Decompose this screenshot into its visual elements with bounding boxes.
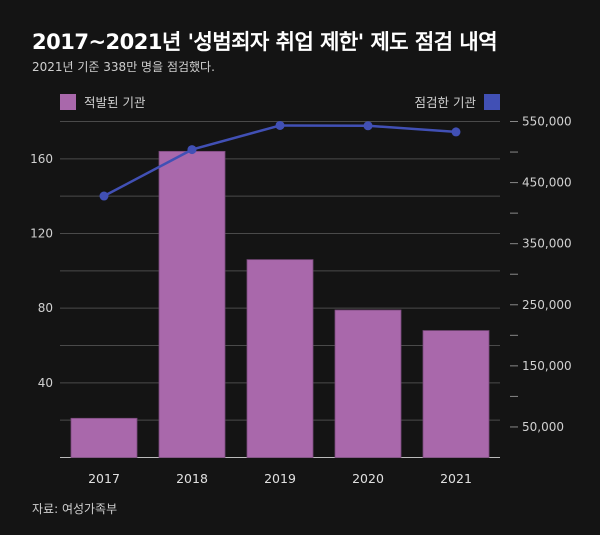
bar-2019 <box>246 259 314 458</box>
right-tick-label: 50,000 <box>522 420 564 434</box>
line-point-2021 <box>451 127 461 137</box>
bar-2018 <box>158 150 226 458</box>
line-series <box>103 124 457 198</box>
legend-label-line: 점검한 기관 <box>415 95 477 110</box>
left-tick-label: 160 <box>30 152 53 166</box>
chart-subtitle: 2021년 기준 338만 명을 점검했다. <box>32 60 215 74</box>
line-point-2018 <box>187 145 197 155</box>
x-tick-label: 2019 <box>264 471 296 486</box>
bar-2021 <box>422 330 490 458</box>
left-tick-label: 40 <box>38 376 53 390</box>
chart-title: 2017~2021년 '성범죄자 취업 제한' 제도 점검 내역 <box>32 30 498 54</box>
right-tick-label: 250,000 <box>522 298 572 312</box>
left-tick-label: 120 <box>30 227 53 241</box>
bar-2017 <box>70 417 138 458</box>
right-tick-label: 450,000 <box>522 176 572 190</box>
x-tick-label: 2020 <box>352 471 384 486</box>
legend-label-bar: 적발된 기관 <box>84 95 146 110</box>
line-point-2019 <box>275 120 285 130</box>
right-tick-label: 550,000 <box>522 115 572 129</box>
source-note: 자료: 여성가족부 <box>32 502 118 516</box>
right-tick-label: 150,000 <box>522 359 572 373</box>
x-tick-label: 2021 <box>440 471 472 486</box>
right-tick-label: 350,000 <box>522 237 572 251</box>
line-point-2017 <box>99 191 109 201</box>
line-point-2020 <box>363 121 373 131</box>
left-tick-label: 80 <box>38 301 53 315</box>
legend-swatch-bar <box>60 94 76 110</box>
x-tick-label: 2018 <box>176 471 208 486</box>
x-tick-label: 2017 <box>88 471 120 486</box>
legend-swatch-line <box>484 94 500 110</box>
bar-2020 <box>334 309 402 458</box>
